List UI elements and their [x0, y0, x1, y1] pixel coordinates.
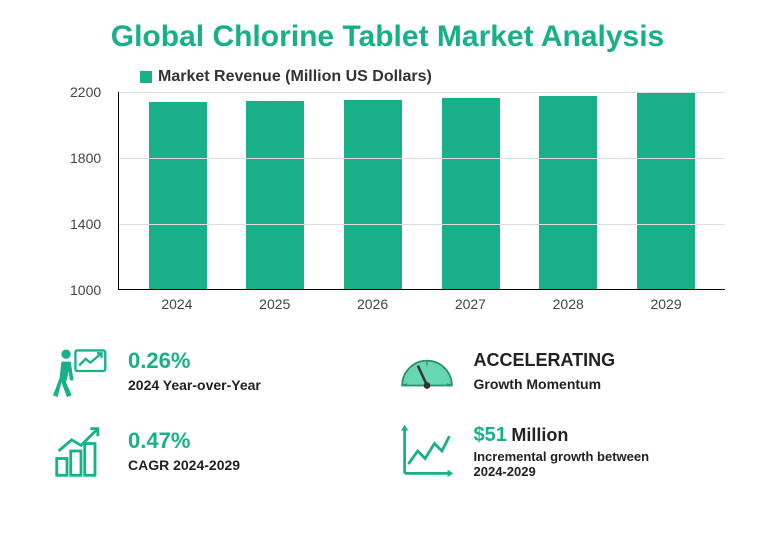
chart-y-tick: 2200	[70, 84, 101, 100]
chart-y-tick: 1000	[70, 282, 101, 298]
chart-bar	[344, 100, 402, 289]
chart-y-tick: 1400	[70, 216, 101, 232]
chart-y-tick: 1800	[70, 150, 101, 166]
incremental-label: Incremental growth between 2024-2029	[474, 449, 674, 479]
incremental-value: $51 Million	[474, 424, 674, 447]
growth-bars-icon	[52, 422, 110, 480]
legend-label: Market Revenue (Million US Dollars)	[158, 68, 432, 86]
chart-gridline	[119, 158, 725, 159]
chart-bar	[637, 93, 695, 289]
page-title: Global Chlorine Tablet Market Analysis	[30, 20, 745, 54]
metrics-grid: 0.26% 2024 Year-over-Year ACCELERATING G…	[30, 342, 745, 480]
momentum-label: Growth Momentum	[474, 376, 616, 392]
chart-bar	[442, 98, 500, 289]
chart-bar	[539, 96, 597, 289]
chart-x-tick: 2027	[441, 296, 499, 312]
chart-plot-area	[118, 92, 725, 290]
chart-bar	[246, 101, 304, 289]
chart-legend: Market Revenue (Million US Dollars)	[140, 68, 745, 86]
gauge-icon	[398, 342, 456, 400]
metric-momentum: ACCELERATING Growth Momentum	[398, 342, 724, 400]
legend-swatch	[140, 71, 152, 83]
chart-bar	[149, 102, 207, 289]
cagr-value: 0.47%	[128, 429, 240, 453]
yoy-value: 0.26%	[128, 349, 261, 373]
chart-gridline	[119, 224, 725, 225]
chart-x-tick: 2029	[637, 296, 695, 312]
chart-x-tick: 2026	[344, 296, 402, 312]
chart-x-tick: 2028	[539, 296, 597, 312]
yoy-label: 2024 Year-over-Year	[128, 377, 261, 393]
metric-cagr: 0.47% CAGR 2024-2029	[52, 422, 378, 480]
trend-line-icon	[398, 422, 456, 480]
momentum-title: ACCELERATING	[474, 350, 616, 372]
incremental-amount: $51	[474, 424, 507, 446]
metric-yoy: 0.26% 2024 Year-over-Year	[52, 342, 378, 400]
presenter-icon	[52, 342, 110, 400]
chart-x-tick: 2024	[148, 296, 206, 312]
cagr-label: CAGR 2024-2029	[128, 457, 240, 473]
chart-bars	[119, 92, 725, 289]
metric-incremental: $51 Million Incremental growth between 2…	[398, 422, 724, 480]
revenue-bar-chart: 202420252026202720282029 100014001800220…	[70, 92, 725, 312]
chart-gridline	[119, 92, 725, 93]
chart-x-tick: 2025	[246, 296, 304, 312]
chart-x-axis: 2024 2025 2026 2027 2028 2029	[118, 296, 725, 312]
incremental-unit: Million	[511, 425, 568, 445]
